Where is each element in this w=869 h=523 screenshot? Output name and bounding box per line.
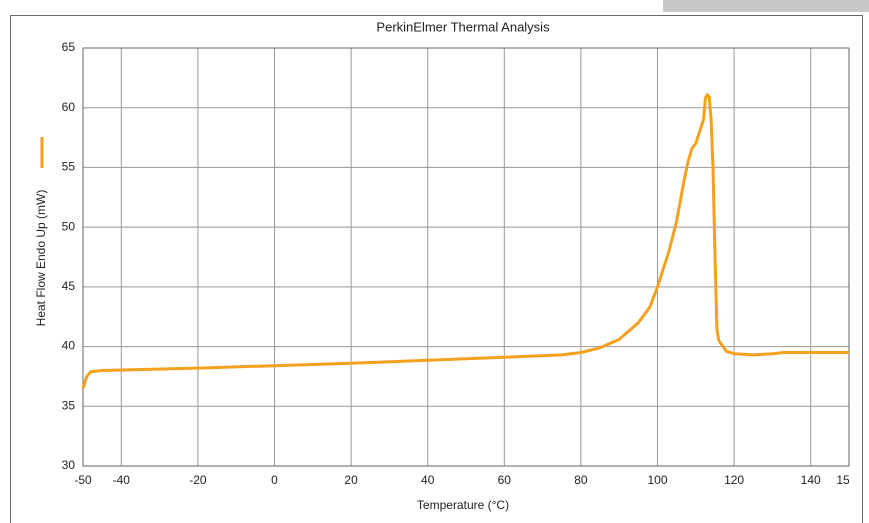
x-tick-label: 140 [801, 473, 821, 487]
x-tick-label: 60 [498, 473, 512, 487]
plot-border [82, 47, 850, 467]
x-tick-label: 40 [421, 473, 435, 487]
header-tab [663, 0, 869, 12]
y-tick-label: 45 [62, 279, 76, 293]
x-tick-label: -20 [189, 473, 207, 487]
x-tick-label: -50 [74, 473, 92, 487]
x-tick-label: -40 [113, 473, 131, 487]
x-tick-label: 0 [271, 473, 278, 487]
y-tick-label: 35 [62, 398, 76, 412]
x-tick-label: 80 [574, 473, 588, 487]
x-tick-label: 100 [647, 473, 667, 487]
y-tick-label: 65 [62, 40, 76, 54]
y-tick-label: 55 [62, 160, 76, 174]
y-tick-label: 50 [62, 219, 76, 233]
x-axis-label: Temperature (°C) [417, 498, 509, 512]
y-axis-label: Heat Flow Endo Up (mW) [34, 190, 48, 327]
y-tick-label: 40 [62, 339, 76, 353]
x-tick-label: 15 [836, 473, 850, 487]
frame [10, 15, 863, 523]
y-tick-label: 30 [62, 458, 76, 472]
x-tick-label: 120 [724, 473, 744, 487]
data-line [81, 93, 849, 389]
x-tick-label: 20 [344, 473, 358, 487]
chart-title: PerkinElmer Thermal Analysis [376, 19, 550, 34]
y-tick-label: 60 [62, 100, 76, 114]
